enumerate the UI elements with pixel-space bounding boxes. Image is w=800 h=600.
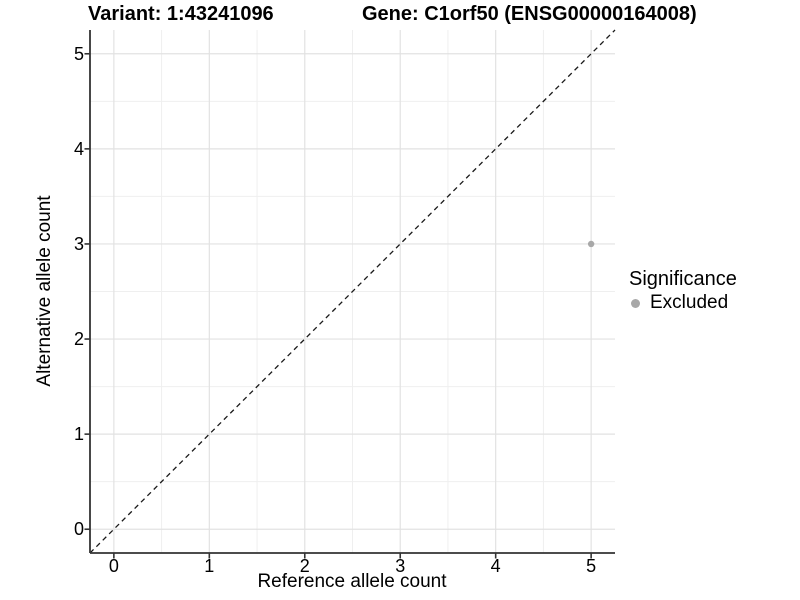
x-tick-label: 4 [490, 556, 501, 576]
legend-item-excluded: Excluded [629, 291, 737, 315]
y-tick-label: 0 [73, 519, 84, 540]
x-axis-title: Reference allele count [257, 571, 447, 592]
legend: Significance Excluded [629, 267, 737, 315]
y-tick-label: 5 [73, 43, 84, 64]
x-tick-label: 1 [204, 556, 215, 576]
y-tick-label: 2 [73, 329, 84, 350]
y-tick-label: 4 [73, 138, 84, 159]
x-tick-label: 2 [299, 556, 310, 576]
legend-title: Significance [629, 268, 737, 290]
x-tick-label: 0 [108, 556, 119, 576]
identity-line [89, 29, 616, 554]
legend-item-label: Excluded [650, 292, 729, 313]
legend-dot-icon [631, 298, 640, 308]
y-axis-title: Alternative allele count [34, 195, 55, 387]
y-tick-label: 1 [73, 424, 84, 445]
data-point [587, 240, 595, 248]
x-tick-label: 3 [395, 556, 406, 576]
y-tick-label: 3 [73, 233, 84, 254]
x-tick-label: 5 [586, 556, 597, 576]
plot-title-variant: Variant: 1:43241096 [88, 3, 274, 25]
plot-title-gene: Gene: C1orf50 (ENSG00000164008) [362, 3, 697, 25]
